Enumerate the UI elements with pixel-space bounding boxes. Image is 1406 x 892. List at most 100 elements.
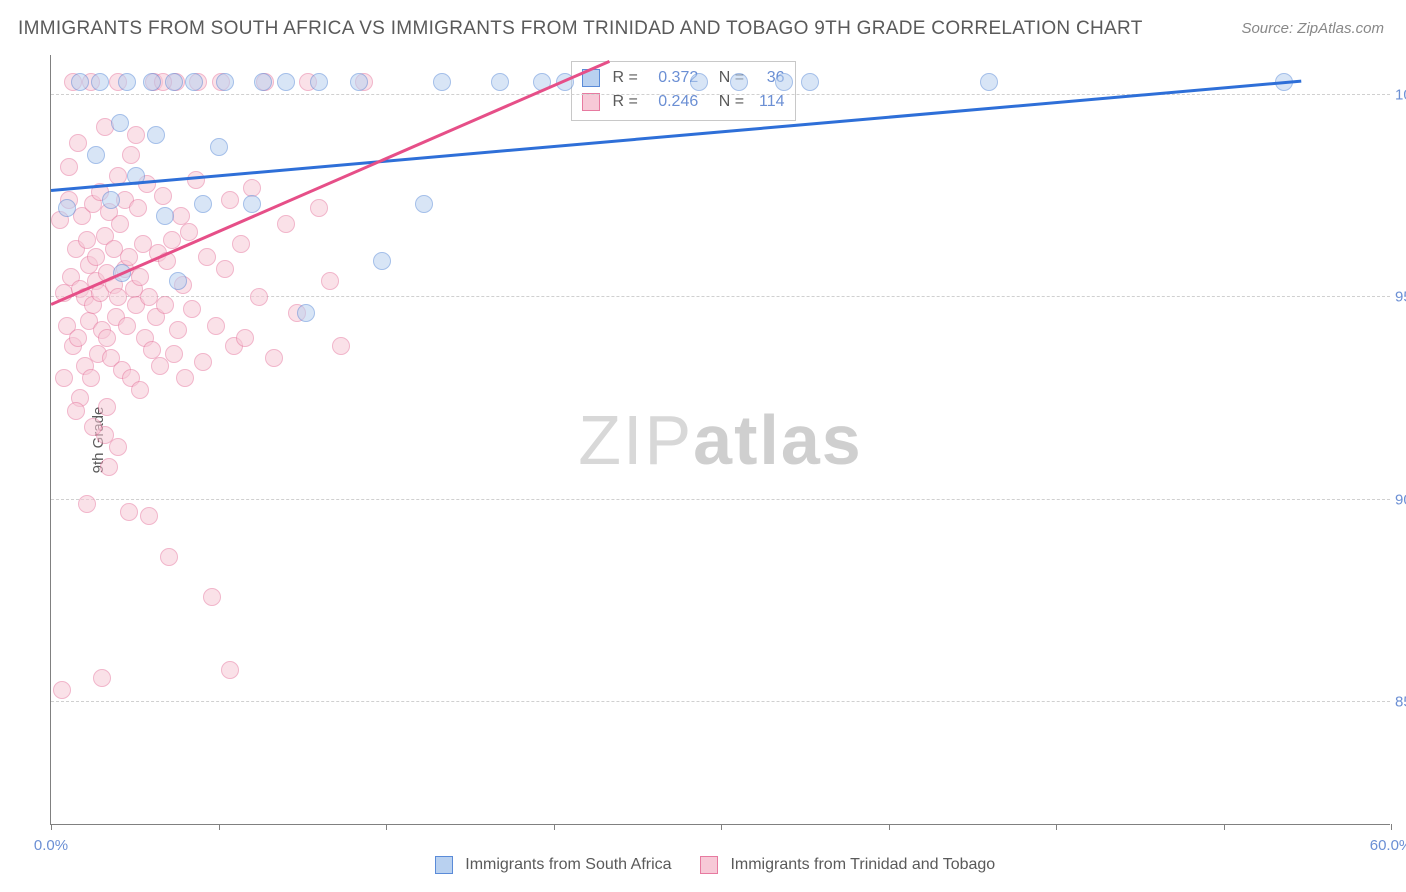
scatter-point xyxy=(194,353,212,371)
scatter-point xyxy=(221,661,239,679)
scatter-point xyxy=(143,341,161,359)
stats-n-label2: N = xyxy=(719,93,744,110)
gridline-horizontal xyxy=(51,94,1390,95)
x-tick xyxy=(889,824,890,830)
scatter-point xyxy=(194,195,212,213)
scatter-point xyxy=(120,503,138,521)
scatter-point xyxy=(140,507,158,525)
stats-row-series1: R = 0.372 N = 36 xyxy=(582,66,785,90)
legend-label-series1: Immigrants from South Africa xyxy=(465,856,671,873)
scatter-point xyxy=(55,369,73,387)
scatter-point xyxy=(265,349,283,367)
scatter-point xyxy=(131,381,149,399)
scatter-point xyxy=(176,369,194,387)
scatter-point xyxy=(87,248,105,266)
scatter-point xyxy=(491,73,509,91)
scatter-point xyxy=(207,317,225,335)
y-tick-label: 100.0% xyxy=(1395,86,1406,103)
scatter-point xyxy=(67,402,85,420)
scatter-point xyxy=(71,73,89,91)
scatter-point xyxy=(118,317,136,335)
x-tick-label: 0.0% xyxy=(34,837,68,854)
scatter-point xyxy=(250,288,268,306)
scatter-point xyxy=(232,235,250,253)
gridline-horizontal xyxy=(51,701,1390,702)
legend-swatch-series1 xyxy=(435,856,453,874)
scatter-point xyxy=(111,114,129,132)
x-tick xyxy=(219,824,220,830)
scatter-point xyxy=(98,329,116,347)
scatter-point xyxy=(160,548,178,566)
scatter-point xyxy=(730,73,748,91)
scatter-point xyxy=(185,73,203,91)
scatter-point xyxy=(127,126,145,144)
scatter-point xyxy=(98,398,116,416)
plot-area: 9th Grade ZIPatlas R = 0.372 N = 36 R = … xyxy=(50,55,1390,825)
scatter-point xyxy=(53,681,71,699)
scatter-point xyxy=(243,195,261,213)
scatter-point xyxy=(203,588,221,606)
scatter-point xyxy=(198,248,216,266)
scatter-point xyxy=(69,329,87,347)
scatter-point xyxy=(169,321,187,339)
stats-r-label2: R = xyxy=(612,93,637,110)
scatter-point xyxy=(980,73,998,91)
y-tick-label: 90.0% xyxy=(1395,491,1406,508)
scatter-point xyxy=(165,345,183,363)
y-tick-label: 85.0% xyxy=(1395,694,1406,711)
scatter-point xyxy=(78,495,96,513)
gridline-horizontal xyxy=(51,499,1390,500)
scatter-point xyxy=(91,73,109,91)
scatter-point xyxy=(93,669,111,687)
x-tick xyxy=(1224,824,1225,830)
scatter-point xyxy=(87,146,105,164)
stats-r-label: R = xyxy=(612,69,637,86)
scatter-point xyxy=(131,268,149,286)
scatter-point xyxy=(801,73,819,91)
x-tick-label: 60.0% xyxy=(1370,837,1406,854)
scatter-point xyxy=(78,231,96,249)
x-tick xyxy=(1391,824,1392,830)
scatter-point xyxy=(183,300,201,318)
correlation-stats-box: R = 0.372 N = 36 R = 0.246 N = 114 xyxy=(571,61,796,121)
scatter-point xyxy=(236,329,254,347)
scatter-point xyxy=(69,134,87,152)
scatter-point xyxy=(321,272,339,290)
scatter-point xyxy=(433,73,451,91)
scatter-point xyxy=(118,73,136,91)
scatter-point xyxy=(332,337,350,355)
scatter-point xyxy=(210,138,228,156)
scatter-point xyxy=(216,260,234,278)
scatter-point xyxy=(277,73,295,91)
legend-label-series2: Immigrants from Trinidad and Tobago xyxy=(730,856,995,873)
x-tick xyxy=(721,824,722,830)
scatter-point xyxy=(60,158,78,176)
watermark-part2: atlas xyxy=(693,401,863,479)
watermark: ZIPatlas xyxy=(578,400,862,480)
scatter-point xyxy=(775,73,793,91)
scatter-point xyxy=(254,73,272,91)
legend-swatch-series2 xyxy=(700,856,718,874)
scatter-point xyxy=(350,73,368,91)
scatter-point xyxy=(84,418,102,436)
scatter-point xyxy=(297,304,315,322)
scatter-point xyxy=(122,146,140,164)
scatter-point xyxy=(156,207,174,225)
scatter-point xyxy=(187,171,205,189)
scatter-point xyxy=(216,73,234,91)
scatter-point xyxy=(102,191,120,209)
scatter-point xyxy=(221,191,239,209)
scatter-point xyxy=(109,438,127,456)
scatter-point xyxy=(310,73,328,91)
scatter-point xyxy=(82,369,100,387)
source-attribution: Source: ZipAtlas.com xyxy=(1241,20,1384,37)
bottom-legend: Immigrants from South Africa Immigrants … xyxy=(0,856,1406,874)
scatter-point xyxy=(165,73,183,91)
stats-swatch-series2 xyxy=(582,93,600,111)
scatter-point xyxy=(277,215,295,233)
scatter-point xyxy=(111,215,129,233)
x-tick xyxy=(51,824,52,830)
watermark-part1: ZIP xyxy=(578,401,693,479)
scatter-point xyxy=(100,458,118,476)
x-tick xyxy=(1056,824,1057,830)
